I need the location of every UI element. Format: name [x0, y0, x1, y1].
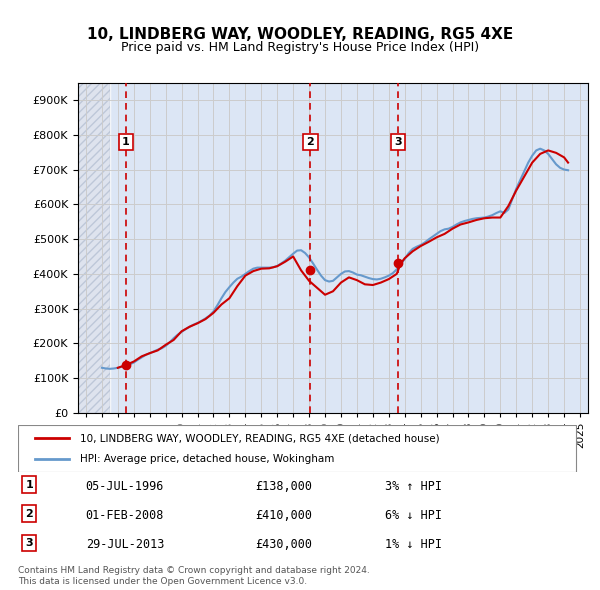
- Text: 01-FEB-2008: 01-FEB-2008: [86, 509, 164, 522]
- Text: 6% ↓ HPI: 6% ↓ HPI: [385, 509, 442, 522]
- Text: 3: 3: [394, 137, 402, 147]
- Text: £410,000: £410,000: [255, 509, 312, 522]
- Text: Contains HM Land Registry data © Crown copyright and database right 2024.
This d: Contains HM Land Registry data © Crown c…: [18, 566, 370, 585]
- Text: 3: 3: [25, 538, 33, 548]
- Text: 1: 1: [25, 480, 33, 490]
- Text: 29-JUL-2013: 29-JUL-2013: [86, 538, 164, 551]
- Text: 2: 2: [25, 509, 33, 519]
- Text: 10, LINDBERG WAY, WOODLEY, READING, RG5 4XE: 10, LINDBERG WAY, WOODLEY, READING, RG5 …: [87, 27, 513, 41]
- Text: 1% ↓ HPI: 1% ↓ HPI: [385, 538, 442, 551]
- Text: 05-JUL-1996: 05-JUL-1996: [86, 480, 164, 493]
- Text: £138,000: £138,000: [255, 480, 312, 493]
- Text: Price paid vs. HM Land Registry's House Price Index (HPI): Price paid vs. HM Land Registry's House …: [121, 41, 479, 54]
- Text: 3% ↑ HPI: 3% ↑ HPI: [385, 480, 442, 493]
- Text: 10, LINDBERG WAY, WOODLEY, READING, RG5 4XE (detached house): 10, LINDBERG WAY, WOODLEY, READING, RG5 …: [80, 433, 440, 443]
- Text: 2: 2: [307, 137, 314, 147]
- Text: £430,000: £430,000: [255, 538, 312, 551]
- FancyBboxPatch shape: [18, 425, 577, 473]
- Text: HPI: Average price, detached house, Wokingham: HPI: Average price, detached house, Woki…: [80, 454, 334, 464]
- Text: 1: 1: [122, 137, 130, 147]
